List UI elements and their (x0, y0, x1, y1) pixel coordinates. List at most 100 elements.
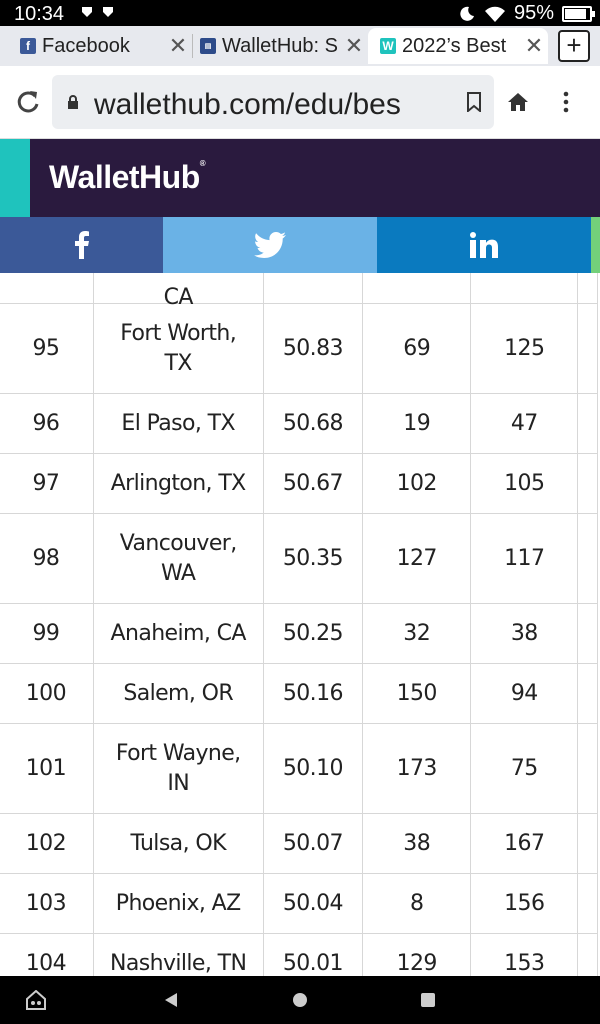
score-cell: 50.83 (262, 303, 364, 394)
battery-percent: 95% (513, 2, 554, 24)
launcher-home-icon[interactable] (25, 990, 47, 1010)
rank-metric-cell (362, 273, 472, 304)
overflow-cell (577, 873, 598, 934)
close-tab-icon[interactable]: ✕ (524, 33, 544, 58)
share-twitter-button[interactable] (163, 217, 377, 273)
tab-2022-best[interactable]: W 2022’s Best ✕ (368, 28, 548, 64)
city-state: TX (164, 350, 193, 376)
rank-metric-cell: 129 (362, 933, 472, 976)
overflow-cell (577, 723, 598, 814)
rank-cell: 98 (0, 513, 94, 604)
tab-title: Facebook (42, 34, 130, 57)
rank-metric-cell: 32 (362, 603, 472, 664)
table-row: 96 El Paso, TX 50.68 19 47 (0, 393, 598, 454)
overflow-cell (577, 813, 598, 874)
status-bar: 10:34 95% (0, 0, 600, 26)
notification-icon (103, 7, 113, 17)
rank-metric-cell (470, 273, 579, 304)
share-more-button[interactable] (591, 217, 600, 273)
score-cell (262, 273, 364, 304)
city-name: Vancouver, (119, 530, 237, 556)
wallethub-favicon-icon: ▤ (200, 38, 216, 54)
close-tab-icon[interactable]: ✕ (168, 33, 188, 58)
tab-strip: f Facebook ✕ ▤ WalletHub: S ✕ W 2022’s B… (0, 26, 600, 66)
rank-cell: 95 (0, 303, 94, 394)
share-linkedin-button[interactable] (377, 217, 591, 273)
menu-toggle-strip[interactable] (0, 139, 30, 217)
score-cell: 50.35 (262, 513, 364, 604)
bookmark-icon[interactable] (466, 92, 482, 112)
address-bar[interactable]: wallethub.com/edu/bes (52, 75, 494, 129)
score-cell: 50.25 (262, 603, 364, 664)
score-cell: 50.68 (262, 393, 364, 454)
tab-facebook[interactable]: f Facebook ✕ (8, 28, 192, 64)
url-text[interactable]: wallethub.com/edu/bes (94, 88, 401, 121)
rank-metric-cell: 173 (362, 723, 472, 814)
rank-metric-cell: 150 (362, 663, 472, 724)
rank-metric-cell: 38 (470, 603, 579, 664)
overflow-cell (577, 393, 598, 454)
table-row: 97 Arlington, TX 50.67 102 105 (0, 453, 598, 514)
site-header: WalletHub® (0, 139, 600, 217)
more-options-icon[interactable] (560, 90, 572, 114)
battery-icon (562, 5, 595, 22)
rank-metric-cell: 167 (470, 813, 579, 874)
recents-icon[interactable] (420, 992, 436, 1008)
lock-icon (68, 95, 78, 109)
twitter-icon (254, 232, 286, 258)
overflow-cell (577, 453, 598, 514)
rank-cell: 97 (0, 453, 94, 514)
city-name: Anaheim, CA (110, 620, 247, 646)
system-nav-bar (0, 976, 600, 1024)
score-cell: 50.10 (262, 723, 364, 814)
share-facebook-button[interactable] (0, 217, 163, 273)
city-cell: CA (92, 273, 264, 310)
status-time: 10:34 (14, 3, 65, 25)
reload-icon[interactable] (14, 88, 42, 116)
city-cell: El Paso, TX (92, 393, 264, 454)
rank-cell: 99 (0, 603, 94, 664)
rank-metric-cell: 47 (470, 393, 579, 454)
wallethub-w-favicon-icon: W (380, 38, 396, 54)
rank-cell: 101 (0, 723, 94, 814)
back-icon[interactable] (163, 992, 179, 1008)
table-row: 98 Vancouver, WA 50.35 127 117 (0, 513, 598, 604)
city-state: WA (160, 560, 196, 586)
table-row: 95 Fort Worth, TX 50.83 69 125 (0, 303, 598, 394)
rankings-table-container: CA 95 Fort Worth, TX 50.83 69 125 96 El Paso, T… (0, 273, 600, 976)
table-row: 100 Salem, OR 50.16 150 94 (0, 663, 598, 724)
city-cell: Arlington, TX (92, 453, 264, 514)
rank-metric-cell: 38 (362, 813, 472, 874)
close-tab-icon[interactable]: ✕ (344, 33, 364, 58)
rank-cell: 100 (0, 663, 94, 724)
rank-metric-cell: 153 (470, 933, 579, 976)
share-bar (0, 217, 600, 273)
facebook-favicon-icon: f (20, 38, 36, 54)
overflow-cell (577, 663, 598, 724)
rank-metric-cell: 8 (362, 873, 472, 934)
overflow-cell (577, 933, 598, 976)
home-circle-icon[interactable] (292, 992, 308, 1008)
city-state: IN (167, 770, 190, 796)
overflow-cell (577, 513, 598, 604)
new-tab-button[interactable]: + (558, 30, 590, 62)
home-icon[interactable] (506, 90, 530, 114)
tab-wallethub-search[interactable]: ▤ WalletHub: S ✕ (188, 28, 368, 64)
tab-title: 2022’s Best (402, 34, 507, 57)
city-name: Fort Wayne, (115, 740, 241, 766)
rank-metric-cell: 69 (362, 303, 472, 394)
rank-metric-cell: 75 (470, 723, 579, 814)
wallethub-logo[interactable]: WalletHub® (49, 159, 206, 195)
rank-cell: 96 (0, 393, 94, 454)
rank-cell (0, 273, 94, 304)
browser-toolbar: wallethub.com/edu/bes (0, 66, 600, 139)
city-name: Arlington, TX (110, 470, 247, 496)
city-name: El Paso, TX (121, 410, 235, 436)
overflow-cell (577, 603, 598, 664)
rank-metric-cell: 156 (470, 873, 579, 934)
rank-cell: 104 (0, 933, 94, 976)
score-cell: 50.07 (262, 813, 364, 874)
overflow-cell (577, 303, 598, 394)
city-cell: Salem, OR (92, 663, 264, 724)
city-name: Fort Worth, (120, 320, 237, 346)
